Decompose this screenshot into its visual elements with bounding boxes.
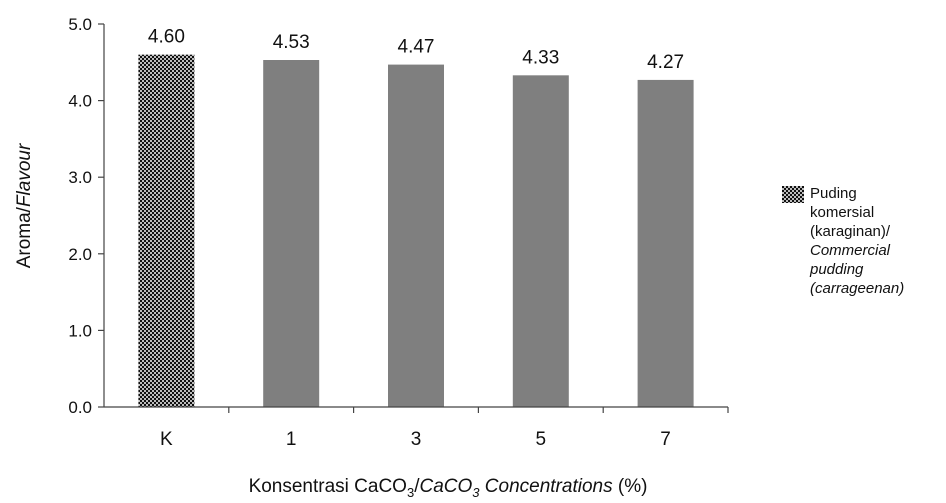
legend-line: (carrageenan) bbox=[810, 280, 905, 297]
legend-line: Puding bbox=[810, 185, 857, 202]
x-tick-label: 5 bbox=[536, 429, 547, 450]
legend-line: pudding bbox=[810, 261, 864, 278]
bar-value-label: 4.53 bbox=[273, 32, 310, 53]
legend-label: Puding komersial (karaginan)/ Commercial… bbox=[810, 184, 904, 298]
x-tick-label: 7 bbox=[660, 429, 671, 450]
legend-line: (karaginan)/ bbox=[810, 223, 891, 240]
x-axis-title: Konsentrasi CaCO3/CaCO3 Concentrations (… bbox=[249, 476, 648, 500]
x-tick-label: K bbox=[160, 429, 173, 450]
legend-line: Commercial bbox=[810, 242, 891, 259]
legend-swatch bbox=[782, 186, 804, 203]
bars: 4.60 4.53 4.47 4.33 4.27 bbox=[138, 27, 694, 408]
bar-control bbox=[138, 54, 195, 407]
y-tick-label: 2.0 bbox=[68, 245, 92, 264]
bar bbox=[388, 64, 444, 408]
bar-value-label: 4.27 bbox=[647, 52, 684, 73]
y-axis: 0.0 1.0 2.0 3.0 4.0 5.0 bbox=[68, 15, 105, 417]
y-tick-label: 1.0 bbox=[68, 321, 92, 340]
y-tick-label: 4.0 bbox=[68, 92, 92, 111]
bar-value-label: 4.33 bbox=[522, 47, 559, 68]
legend: Puding komersial (karaginan)/ Commercial… bbox=[782, 184, 904, 298]
bar-value-label: 4.60 bbox=[148, 27, 185, 48]
bar-value-label: 4.47 bbox=[398, 37, 435, 58]
x-tick-label: 3 bbox=[411, 429, 422, 450]
bar bbox=[637, 79, 694, 407]
x-tick-label: 1 bbox=[286, 429, 297, 450]
legend-line: komersial bbox=[810, 204, 875, 221]
bar bbox=[512, 75, 569, 408]
y-axis-title: Aroma/Flavour bbox=[14, 143, 35, 268]
bar bbox=[263, 60, 320, 407]
y-tick-label: 3.0 bbox=[68, 168, 92, 187]
y-tick-label: 0.0 bbox=[68, 398, 92, 417]
y-tick-label: 5.0 bbox=[68, 15, 92, 34]
x-axis: K 1 3 5 7 bbox=[104, 406, 729, 450]
